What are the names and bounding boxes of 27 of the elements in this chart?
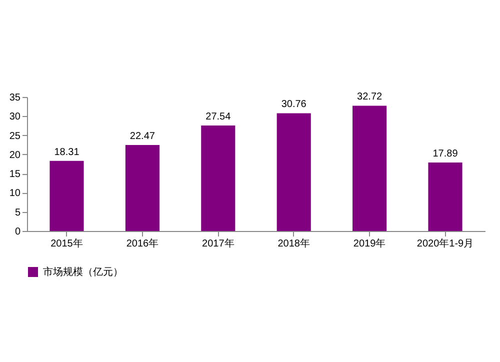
y-tick-label: 10 bbox=[9, 188, 21, 200]
y-tick-label: 35 bbox=[9, 92, 21, 104]
x-tick-label: 2016年 bbox=[126, 238, 159, 250]
bar bbox=[50, 160, 84, 231]
data-label: 18.31 bbox=[54, 146, 80, 158]
bar bbox=[201, 126, 236, 231]
x-tick-label: 2018年 bbox=[278, 238, 310, 250]
bar bbox=[125, 144, 160, 231]
data-label: 27.54 bbox=[206, 112, 232, 123]
y-tick-label: 5 bbox=[14, 207, 21, 218]
y-tick-label: 20 bbox=[9, 150, 21, 161]
bar bbox=[276, 113, 311, 231]
y-tick-label: 30 bbox=[9, 112, 21, 123]
data-label: 32.72 bbox=[357, 92, 382, 103]
data-label: 17.89 bbox=[432, 148, 458, 160]
bar bbox=[428, 162, 462, 231]
bar bbox=[352, 106, 387, 231]
x-tick-label: 2019年 bbox=[353, 238, 386, 250]
y-tick-label: 0 bbox=[14, 226, 21, 238]
legend-label: 市场规模（亿元） bbox=[43, 266, 123, 278]
y-tick-label: 25 bbox=[9, 130, 21, 142]
x-tick-label: 2020年1-9月 bbox=[416, 238, 474, 250]
data-label: 22.47 bbox=[130, 130, 156, 142]
x-tick-label: 2017年 bbox=[202, 238, 234, 250]
y-tick-label: 15 bbox=[9, 169, 21, 180]
data-label: 30.76 bbox=[281, 99, 307, 110]
x-tick-label: 2015年 bbox=[50, 238, 83, 250]
